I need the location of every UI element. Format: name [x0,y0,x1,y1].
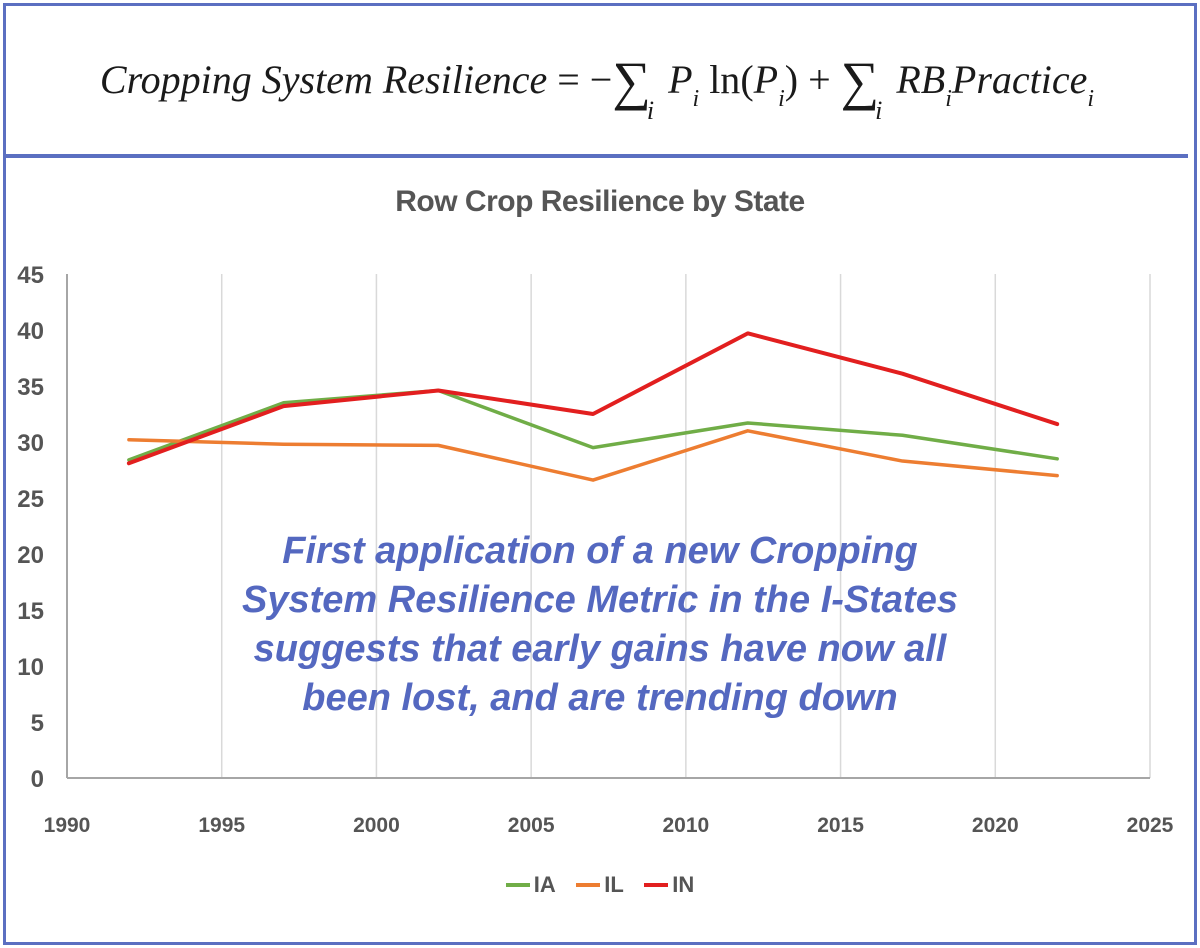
annotation-line-4: been lost, and are trending down [302,677,898,719]
chart-legend: IA IL IN [0,872,1200,898]
rb-term: RB [896,57,946,102]
x-tick-label-2010: 2010 [662,814,709,837]
practice-subscript: i [1087,86,1095,112]
x-tick-label-1990: 1990 [44,814,91,837]
series-line-il [127,429,1059,482]
chart-title: Row Crop Resilience by State [395,185,805,218]
figure-frame [3,3,1197,945]
legend-swatch-ia [505,883,530,887]
y-tick-label-30: 30 [17,430,44,457]
legend-item-il: IL [576,872,624,898]
y-tick-label-15: 15 [17,598,44,625]
ln-term: ln [709,57,741,102]
x-tick-label-2000: 2000 [353,814,400,837]
sum-symbol-1: ∑ [612,51,651,111]
p-term-inner: P [753,57,779,102]
legend-item-in: IN [644,872,694,898]
equals-sign: = [557,57,580,102]
y-tick-label-40: 40 [17,318,44,345]
x-tick-label-2020: 2020 [972,814,1019,837]
sum-symbol-2: ∑ [840,51,880,111]
plus-sign: + [808,57,831,102]
y-tick-label-25: 25 [17,486,44,513]
sum-index-2: i [875,96,883,125]
legend-swatch-il [576,883,601,887]
equation-box: Cropping System Resilience = −∑i Pi ln(P… [6,6,1188,158]
annotation-line-3: suggests that early gains have now all [253,628,947,670]
legend-item-ia: IA [505,872,556,898]
x-tick-label-1995: 1995 [198,814,245,837]
sum-index-1: i [646,96,655,125]
p-term: P [668,57,693,102]
y-tick-label-35: 35 [17,374,44,401]
y-tick-label-5: 5 [31,710,44,737]
rb-subscript: i [945,86,952,112]
legend-label-il: IL [604,872,624,897]
equation-lhs: Cropping System Resilience [99,57,548,102]
x-tick-label-2015: 2015 [817,814,864,837]
resilience-equation: Cropping System Resilience = −∑i Pi ln(P… [6,44,1188,125]
right-paren: ) [784,57,799,102]
y-tick-label-10: 10 [17,654,44,681]
series-line-in [126,331,1060,466]
minus-sign: − [589,57,613,102]
legend-swatch-in [644,883,669,887]
series-line-ia [127,388,1059,462]
x-tick-label-2025: 2025 [1127,814,1174,837]
y-tick-label-0: 0 [31,766,44,793]
p-inner-subscript: i [778,86,785,112]
annotation-text: First application of a new Cropping Syst… [170,527,1030,723]
p-subscript: i [692,86,700,112]
practice-term: Practice [951,57,1088,102]
left-paren: ( [740,57,754,102]
x-tick-label-2005: 2005 [508,814,555,837]
annotation-line-1: First application of a new Cropping [282,530,918,572]
y-tick-label-45: 45 [17,262,44,289]
legend-label-ia: IA [533,872,556,897]
legend-label-in: IN [672,872,695,897]
annotation-line-2: System Resilience Metric in the I-States [242,579,958,621]
y-tick-label-20: 20 [17,542,44,569]
